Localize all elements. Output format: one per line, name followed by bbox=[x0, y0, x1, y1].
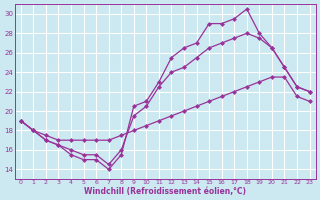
X-axis label: Windchill (Refroidissement éolien,°C): Windchill (Refroidissement éolien,°C) bbox=[84, 187, 246, 196]
